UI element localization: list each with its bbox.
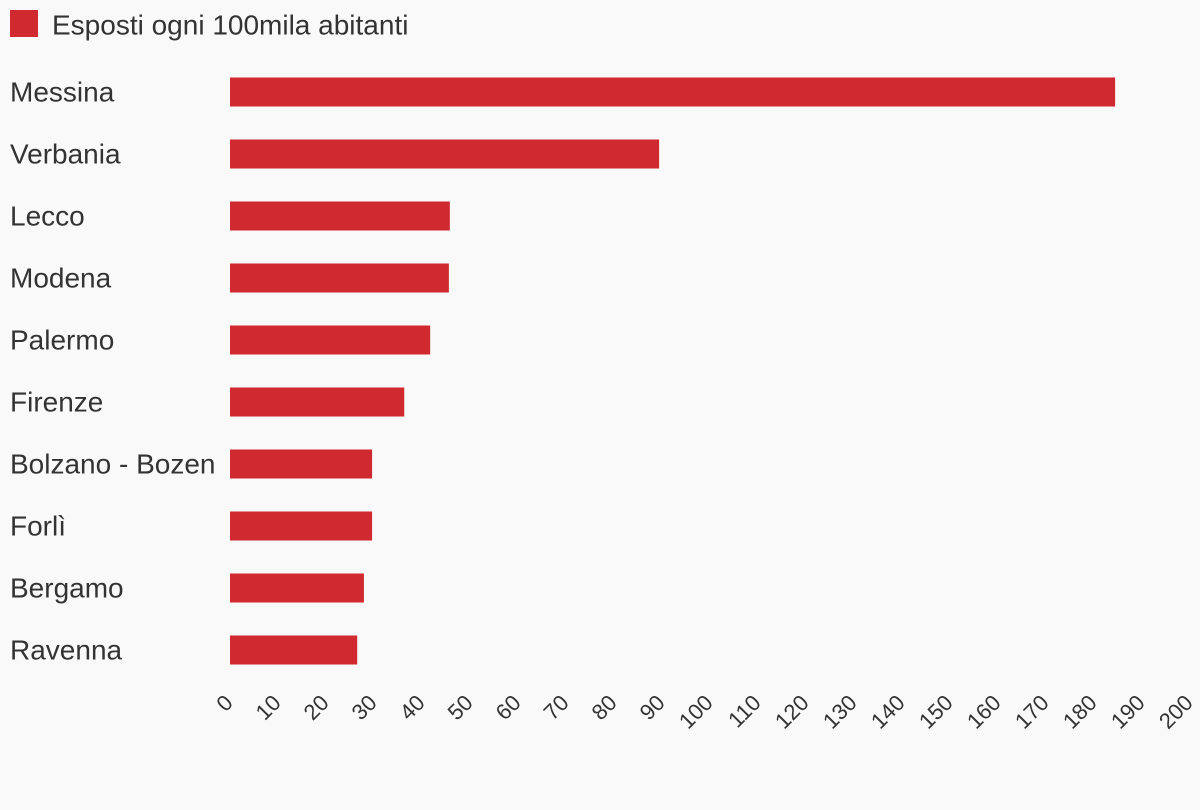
x-tick-label: 100	[674, 690, 718, 734]
bar	[230, 635, 358, 665]
y-tick-label: Modena	[10, 262, 112, 293]
bar	[230, 449, 373, 479]
x-tick-label: 60	[491, 690, 526, 725]
x-tick-label: 190	[1106, 690, 1150, 734]
bar	[230, 573, 364, 603]
x-tick-label: 70	[539, 690, 574, 725]
y-tick-label: Lecco	[10, 200, 85, 231]
x-tick-label: 200	[1154, 690, 1198, 734]
x-tick-label: 50	[443, 690, 478, 725]
y-tick-label: Messina	[10, 76, 115, 107]
y-tick-label: Ravenna	[10, 634, 123, 665]
bar	[230, 201, 450, 231]
bar	[230, 263, 449, 293]
x-tick-label: 180	[1058, 690, 1102, 734]
x-tick-label: 170	[1010, 690, 1054, 734]
legend-swatch	[10, 10, 38, 37]
x-tick-label: 80	[587, 690, 622, 725]
x-tick-label: 20	[299, 690, 334, 725]
x-tick-label: 90	[635, 690, 670, 725]
y-tick-label: Bolzano - Bozen	[10, 448, 215, 479]
bar	[230, 387, 405, 417]
x-tick-label: 40	[395, 690, 430, 725]
bar	[230, 139, 660, 169]
bar	[230, 77, 1116, 107]
y-tick-label: Verbania	[10, 138, 121, 169]
bar	[230, 511, 373, 541]
x-tick-label: 110	[723, 690, 765, 732]
x-tick-label: 130	[818, 690, 862, 734]
x-tick-label: 10	[251, 690, 286, 725]
legend-label: Esposti ogni 100mila abitanti	[52, 9, 408, 40]
y-tick-label: Firenze	[10, 386, 103, 417]
x-tick-label: 140	[866, 690, 910, 734]
y-tick-label: Bergamo	[10, 572, 124, 603]
bar	[230, 325, 431, 355]
x-tick-label: 150	[914, 690, 958, 734]
x-tick-label: 0	[211, 690, 237, 716]
x-tick-label: 120	[770, 690, 814, 734]
y-tick-label: Forlì	[10, 510, 66, 541]
y-tick-label: Palermo	[10, 324, 114, 355]
x-tick-label: 30	[347, 690, 382, 725]
x-tick-label: 160	[962, 690, 1006, 734]
